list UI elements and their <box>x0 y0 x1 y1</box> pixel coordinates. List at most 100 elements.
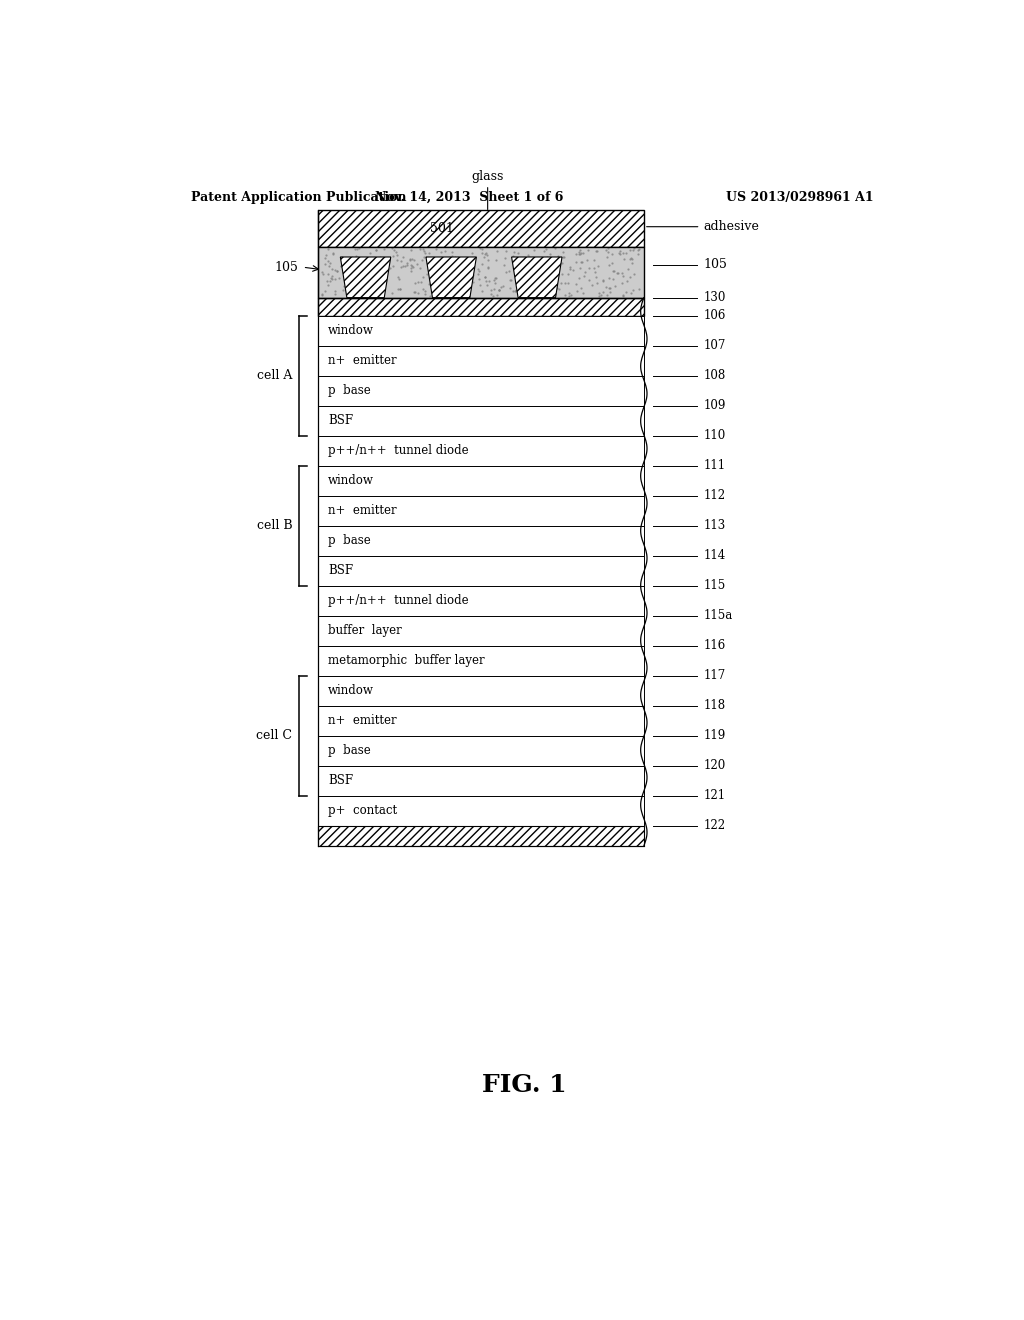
Point <box>523 277 540 298</box>
Point <box>611 243 628 264</box>
Point <box>531 267 548 288</box>
Bar <box>318 766 644 796</box>
Point <box>450 257 466 279</box>
Point <box>472 275 488 296</box>
Point <box>483 284 500 305</box>
Point <box>550 246 566 267</box>
Point <box>509 247 525 268</box>
Point <box>365 269 381 290</box>
Bar <box>318 735 644 766</box>
Point <box>478 271 495 292</box>
Point <box>428 277 444 298</box>
Point <box>495 276 511 297</box>
Point <box>510 242 526 263</box>
Point <box>624 253 640 275</box>
Point <box>368 240 384 261</box>
Point <box>367 265 383 286</box>
Point <box>432 281 449 302</box>
Point <box>357 272 374 293</box>
Point <box>341 269 357 290</box>
Point <box>513 256 529 277</box>
Text: p  base: p base <box>328 384 371 397</box>
Point <box>572 243 589 264</box>
Point <box>493 277 509 298</box>
Point <box>476 267 493 288</box>
Point <box>502 277 518 298</box>
Point <box>321 263 337 284</box>
Point <box>324 265 340 286</box>
Text: 118: 118 <box>703 700 725 713</box>
Point <box>331 267 347 288</box>
Text: cell A: cell A <box>257 370 292 383</box>
Point <box>436 260 453 281</box>
Point <box>568 244 585 265</box>
Point <box>336 259 352 280</box>
Point <box>380 259 396 280</box>
Point <box>519 247 536 268</box>
Point <box>575 265 592 286</box>
Text: 105: 105 <box>274 260 299 273</box>
Point <box>556 247 572 268</box>
Point <box>362 271 379 292</box>
Point <box>626 264 642 285</box>
Point <box>547 238 563 259</box>
Point <box>572 252 589 273</box>
Point <box>339 272 355 293</box>
Point <box>340 285 356 306</box>
Point <box>342 253 358 275</box>
Point <box>375 281 391 302</box>
Bar <box>318 210 644 247</box>
Point <box>351 282 368 304</box>
Point <box>517 280 534 301</box>
Text: 122: 122 <box>703 820 725 832</box>
Point <box>513 279 529 300</box>
Point <box>474 253 490 275</box>
Point <box>321 239 337 260</box>
Point <box>525 268 542 289</box>
Point <box>347 246 364 267</box>
Text: glass: glass <box>471 170 504 182</box>
Text: cell C: cell C <box>256 729 292 742</box>
Point <box>316 253 333 275</box>
Point <box>521 267 538 288</box>
Point <box>440 275 457 296</box>
Point <box>414 249 430 271</box>
Point <box>358 259 375 280</box>
Point <box>348 238 365 259</box>
Point <box>404 248 421 269</box>
Point <box>486 268 503 289</box>
Point <box>401 248 418 269</box>
Point <box>397 256 414 277</box>
Point <box>528 280 545 301</box>
Point <box>540 281 556 302</box>
Point <box>516 276 532 297</box>
Point <box>568 273 585 294</box>
Point <box>477 243 494 264</box>
Point <box>430 261 446 282</box>
Point <box>443 246 460 267</box>
Bar <box>318 525 644 556</box>
Point <box>421 273 437 294</box>
Point <box>560 264 577 285</box>
Bar <box>318 796 644 826</box>
Point <box>547 284 563 305</box>
Bar <box>318 616 644 645</box>
Point <box>520 244 537 265</box>
Point <box>625 240 641 261</box>
Bar <box>318 826 644 846</box>
Point <box>552 272 568 293</box>
Point <box>486 269 503 290</box>
Point <box>431 271 447 292</box>
Point <box>563 284 580 305</box>
Point <box>546 253 562 275</box>
Point <box>314 284 331 305</box>
Point <box>471 238 487 259</box>
Point <box>409 253 425 275</box>
Point <box>546 282 562 304</box>
Point <box>517 272 534 293</box>
Point <box>555 246 571 267</box>
Text: Patent Application Publication: Patent Application Publication <box>191 191 407 203</box>
Point <box>502 269 518 290</box>
Point <box>586 249 602 271</box>
Point <box>600 242 616 263</box>
